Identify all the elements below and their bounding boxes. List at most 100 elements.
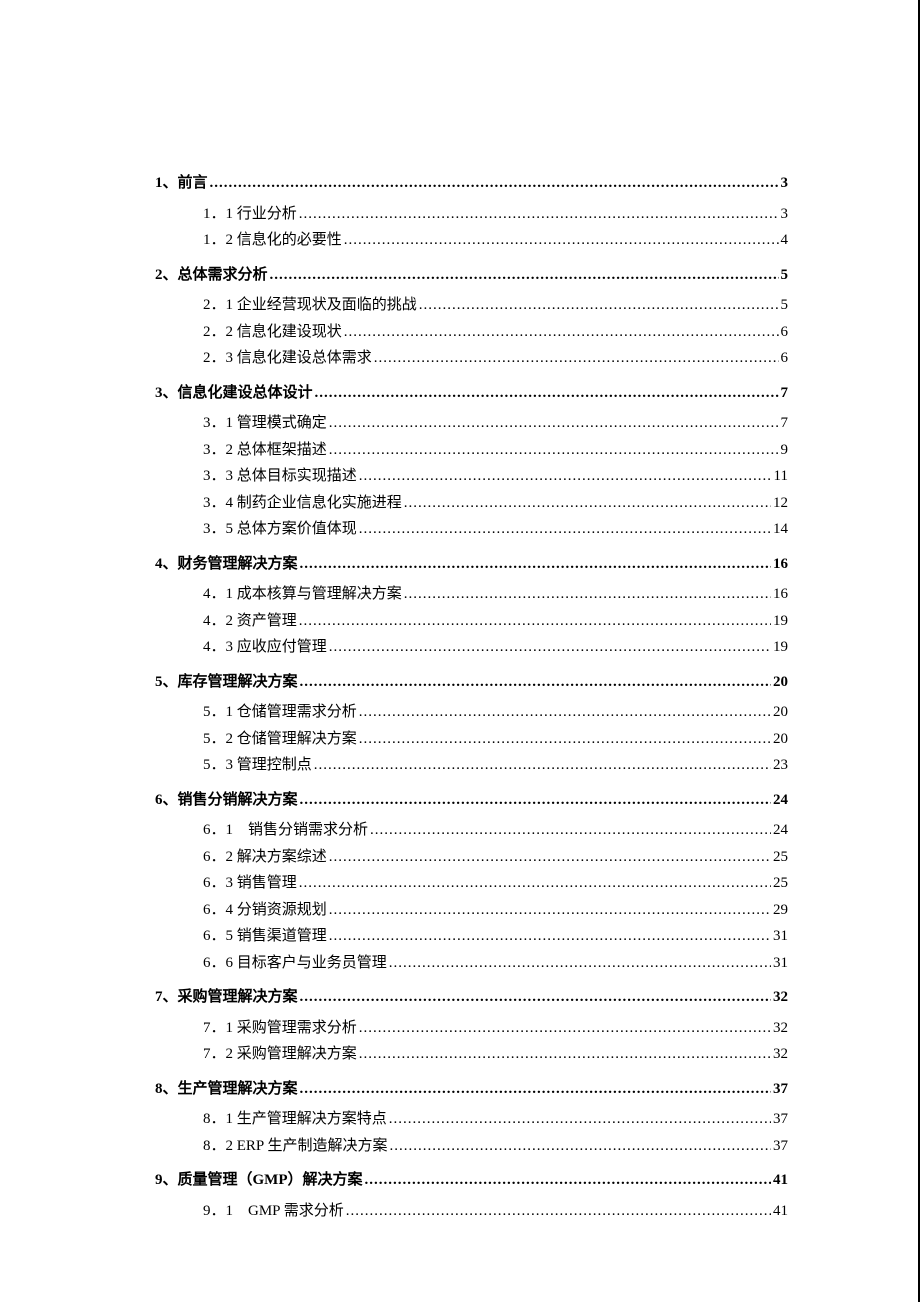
toc-subsection: 7．1 采购管理需求分析............................… (155, 1017, 788, 1040)
toc-label: 6、销售分销解决方案 (155, 789, 298, 812)
toc-label: 2．3 信息化建设总体需求 (203, 347, 372, 370)
toc-subsection: 8．2 ERP 生产制造解决方案........................… (155, 1135, 788, 1158)
toc-leader-dots: ........................................… (359, 1017, 771, 1040)
toc-label: 8．2 ERP 生产制造解决方案 (203, 1135, 387, 1158)
toc-subsection: 1．2 信息化的必要性.............................… (155, 229, 788, 252)
toc-page-number: 32 (773, 986, 788, 1009)
toc-subsection: 4．2 资产管理................................… (155, 610, 788, 633)
toc-leader-dots: ........................................… (419, 294, 779, 317)
toc-section-heading: 1、前言 ...................................… (155, 172, 788, 195)
toc-label: 2．1 企业经营现状及面临的挑战 (203, 294, 417, 317)
toc-page-number: 24 (773, 789, 788, 812)
toc-leader-dots: ........................................… (299, 203, 779, 226)
toc-subsection: 4．3 应收应付管理..............................… (155, 636, 788, 659)
toc-label: 2、总体需求分析 (155, 264, 268, 287)
toc-leader-dots: ........................................… (344, 229, 779, 252)
toc-page-number: 7 (781, 412, 789, 435)
toc-leader-dots: ........................................… (359, 518, 771, 541)
toc-leader-dots: ........................................… (329, 846, 771, 869)
toc-subsection: 2．3 信息化建设总体需求...........................… (155, 347, 788, 370)
toc-section-heading: 2、总体需求分析 ...............................… (155, 264, 788, 287)
toc-subsection: 5．3 管理控制点...............................… (155, 754, 788, 777)
toc-page-number: 20 (773, 671, 788, 694)
toc-leader-dots: ........................................… (300, 789, 771, 812)
toc-section-heading: 7、采购管理解决方案 .............................… (155, 986, 788, 1009)
toc-label: 7．1 采购管理需求分析 (203, 1017, 357, 1040)
table-of-contents: 1、前言 ...................................… (155, 172, 788, 1222)
toc-label: 6．5 销售渠道管理 (203, 925, 327, 948)
toc-label: 6．1 销售分销需求分析 (203, 819, 368, 842)
toc-leader-dots: ........................................… (299, 610, 771, 633)
toc-subsection: 7．2 采购管理解决方案............................… (155, 1043, 788, 1066)
toc-leader-dots: ........................................… (359, 728, 771, 751)
toc-subsection: 6．1 销售分销需求分析............................… (155, 819, 788, 842)
toc-label: 3．5 总体方案价值体现 (203, 518, 357, 541)
toc-label: 4、财务管理解决方案 (155, 553, 298, 576)
toc-label: 3．2 总体框架描述 (203, 439, 327, 462)
toc-leader-dots: ........................................… (300, 1078, 771, 1101)
toc-page-number: 4 (781, 229, 789, 252)
toc-label: 5．3 管理控制点 (203, 754, 312, 777)
toc-leader-dots: ........................................… (344, 321, 779, 344)
toc-label: 6．4 分销资源规划 (203, 899, 327, 922)
toc-leader-dots: ........................................… (389, 1135, 771, 1158)
toc-page-number: 37 (773, 1135, 788, 1158)
toc-subsection: 3．3 总体目标实现描述............................… (155, 465, 788, 488)
toc-label: 3．3 总体目标实现描述 (203, 465, 357, 488)
toc-subsection: 6．6 目标客户与业务员管理..........................… (155, 952, 788, 975)
toc-leader-dots: ........................................… (365, 1169, 772, 1192)
toc-subsection: 3．2 总体框架描述..............................… (155, 439, 788, 462)
toc-page-number: 29 (773, 899, 788, 922)
toc-page-number: 19 (773, 610, 788, 633)
toc-leader-dots: ........................................… (346, 1200, 771, 1223)
toc-label: 5、库存管理解决方案 (155, 671, 298, 694)
toc-leader-dots: ........................................… (300, 553, 771, 576)
toc-label: 3、信息化建设总体设计 (155, 382, 313, 405)
toc-label: 2．2 信息化建设现状 (203, 321, 342, 344)
toc-section-heading: 3、信息化建设总体设计 ............................… (155, 382, 788, 405)
toc-page-number: 6 (781, 321, 789, 344)
toc-leader-dots: ........................................… (374, 347, 779, 370)
toc-page-number: 41 (773, 1169, 788, 1192)
toc-section-heading: 5、库存管理解决方案 .............................… (155, 671, 788, 694)
toc-leader-dots: ........................................… (359, 1043, 771, 1066)
toc-leader-dots: ........................................… (359, 465, 772, 488)
toc-leader-dots: ........................................… (404, 492, 771, 515)
toc-page-number: 3 (781, 203, 789, 226)
toc-subsection: 3．5 总体方案价值体现............................… (155, 518, 788, 541)
toc-leader-dots: ........................................… (329, 899, 771, 922)
toc-leader-dots: ........................................… (329, 636, 771, 659)
toc-subsection: 6．2 解决方案综述..............................… (155, 846, 788, 869)
document-page: 1、前言 ...................................… (0, 0, 920, 1302)
toc-page-number: 25 (773, 846, 788, 869)
toc-leader-dots: ........................................… (300, 671, 771, 694)
toc-page-number: 31 (773, 925, 788, 948)
toc-subsection: 5．1 仓储管理需求分析............................… (155, 701, 788, 724)
toc-subsection: 3．1 管理模式确定..............................… (155, 412, 788, 435)
toc-page-number: 16 (773, 553, 788, 576)
toc-section-heading: 8、生产管理解决方案 .............................… (155, 1078, 788, 1101)
toc-label: 1．1 行业分析 (203, 203, 297, 226)
toc-label: 3．1 管理模式确定 (203, 412, 327, 435)
toc-page-number: 14 (773, 518, 788, 541)
toc-leader-dots: ........................................… (329, 439, 779, 462)
toc-page-number: 9 (781, 439, 789, 462)
toc-page-number: 31 (773, 952, 788, 975)
toc-subsection: 8．1 生产管理解决方案特点..........................… (155, 1108, 788, 1131)
toc-page-number: 20 (773, 701, 788, 724)
toc-label: 7、采购管理解决方案 (155, 986, 298, 1009)
toc-label: 9、质量管理（GMP）解决方案 (155, 1169, 363, 1192)
toc-section-heading: 4、财务管理解决方案 .............................… (155, 553, 788, 576)
toc-section-heading: 9、质量管理（GMP）解决方案 ........................… (155, 1169, 788, 1192)
toc-page-number: 32 (773, 1043, 788, 1066)
toc-leader-dots: ........................................… (299, 872, 771, 895)
toc-label: 4．3 应收应付管理 (203, 636, 327, 659)
toc-page-number: 19 (773, 636, 788, 659)
toc-page-number: 32 (773, 1017, 788, 1040)
toc-page-number: 24 (773, 819, 788, 842)
toc-label: 8．1 生产管理解决方案特点 (203, 1108, 387, 1131)
toc-label: 4．1 成本核算与管理解决方案 (203, 583, 402, 606)
toc-leader-dots: ........................................… (300, 986, 771, 1009)
toc-label: 6．6 目标客户与业务员管理 (203, 952, 387, 975)
toc-label: 8、生产管理解决方案 (155, 1078, 298, 1101)
